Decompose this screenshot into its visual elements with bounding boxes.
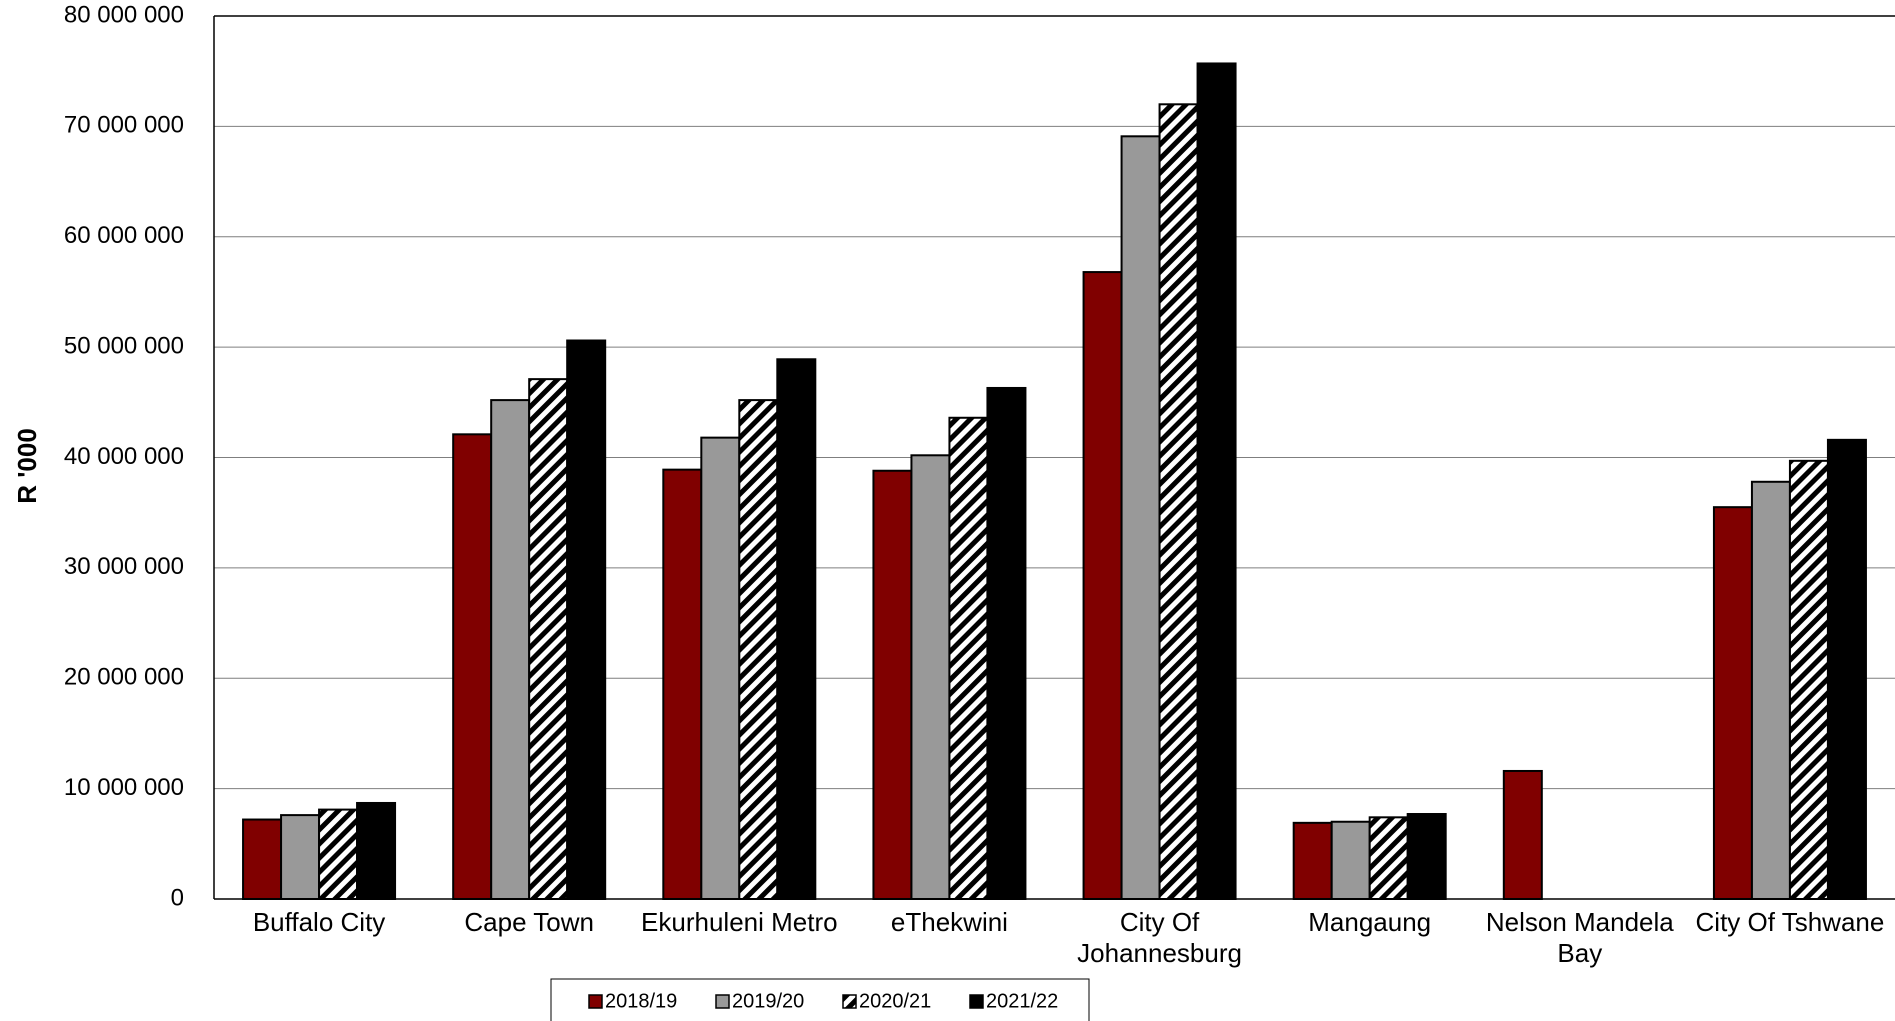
bar (452, 433, 493, 900)
bar (738, 399, 779, 900)
y-axis: 0 10 000 000 20 000 000 30 000 000 40 000 00… (64, 1, 184, 911)
axes (213, 15, 1895, 900)
x-tick-label-line: Cape Town (464, 907, 594, 937)
x-tick-label-line: Mangaung (1308, 907, 1431, 937)
bar (528, 378, 569, 901)
legend-swatch (715, 994, 730, 1009)
bar (948, 416, 989, 900)
y-tick-label: 10 000 000 (64, 774, 184, 801)
x-tick-label: Nelson Mandela Bay (1486, 907, 1674, 968)
bar (1082, 271, 1123, 900)
bar (700, 436, 741, 900)
y-tick-label: 70 000 000 (64, 112, 184, 139)
bar (1368, 816, 1409, 901)
y-axis-title: R '000 (12, 428, 42, 504)
x-tick-label: eThekwini (891, 907, 1008, 937)
x-axis: Buffalo City Cape Town Ekurhuleni Metro eTh… (253, 907, 1885, 968)
bar (872, 469, 913, 900)
bar (986, 386, 1027, 900)
x-tick-label-line: Buffalo City (253, 907, 385, 937)
bar (1406, 813, 1447, 900)
bar (1292, 821, 1333, 900)
legend-swatch (842, 994, 857, 1009)
y-tick-label: 40 000 000 (64, 443, 184, 470)
x-tick-label: Buffalo City (253, 907, 385, 937)
x-tick-label-line: Ekurhuleni Metro (641, 907, 838, 937)
bar (910, 454, 951, 900)
y-tick-label: 60 000 000 (64, 222, 184, 249)
x-tick-label: City Of Johannesburg (1077, 907, 1242, 968)
bar (242, 818, 283, 901)
legend-label: 2018/19 (605, 990, 677, 1012)
x-tick-label: Mangaung (1308, 907, 1431, 937)
x-tick-label-line: Nelson Mandela (1486, 907, 1674, 937)
x-tick-label: Cape Town (464, 907, 594, 937)
x-tick-label: City Of Tshwane (1696, 907, 1885, 937)
bar (490, 399, 531, 900)
y-tick-label: 50 000 000 (64, 332, 184, 359)
legend-label: 2019/20 (732, 990, 804, 1012)
bar (280, 814, 321, 900)
bar (1158, 103, 1199, 901)
bar (1120, 135, 1161, 900)
bar (1712, 506, 1753, 900)
legend-swatch (969, 994, 984, 1009)
bar (356, 801, 397, 901)
legend-label: 2021/22 (986, 990, 1058, 1012)
bar (1330, 820, 1371, 900)
legend-swatch (588, 994, 603, 1009)
x-tick-label-line: City Of (1120, 907, 1200, 937)
y-tick-label: 20 000 000 (64, 664, 184, 691)
y-tick-label: 30 000 000 (64, 553, 184, 580)
x-tick-label-line: City Of Tshwane (1696, 907, 1885, 937)
bar (776, 358, 817, 900)
legend: 2018/19 2019/20 2020/21 2021/22 (550, 978, 1090, 1021)
bar (566, 339, 607, 900)
x-tick-label: Ekurhuleni Metro (641, 907, 838, 937)
bar (318, 808, 359, 900)
y-tick-label: 80 000 000 (64, 1, 184, 28)
y-tick-label: 0 (171, 884, 184, 911)
bar (1788, 459, 1829, 900)
bar (1750, 480, 1791, 900)
bar (1502, 769, 1543, 901)
legend-frame (550, 978, 1090, 1021)
bars (242, 62, 1867, 901)
bar (1826, 438, 1867, 900)
legend-label: 2020/21 (859, 990, 931, 1012)
bar (1196, 62, 1237, 901)
x-tick-label-line: eThekwini (891, 907, 1008, 937)
x-tick-label-line: Bay (1557, 938, 1602, 968)
x-tick-label-line: Johannesburg (1077, 938, 1242, 968)
bar (662, 468, 703, 900)
